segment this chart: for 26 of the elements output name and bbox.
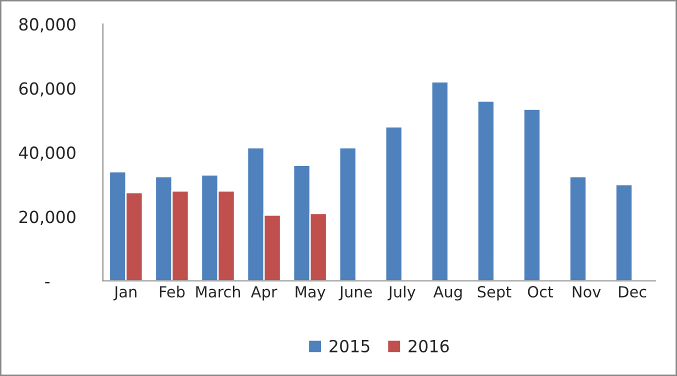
y-tick-label: 60,000 bbox=[19, 82, 76, 97]
x-tick-label: Feb bbox=[160, 286, 185, 298]
x-tick-label: Nov bbox=[572, 286, 601, 298]
x-tick-label: July bbox=[388, 286, 416, 301]
legend-label: 2016 bbox=[408, 340, 449, 352]
bar bbox=[615, 184, 634, 281]
x-tick-label: Dec bbox=[619, 286, 646, 298]
y-tick-label: - bbox=[45, 282, 50, 284]
legend-label: 2015 bbox=[330, 340, 370, 352]
y-tick-label: 40,000 bbox=[19, 146, 76, 161]
bar bbox=[476, 100, 495, 281]
bar bbox=[569, 176, 587, 281]
x-tick-label: March bbox=[196, 286, 240, 298]
x-tick-label: Aug bbox=[433, 286, 462, 301]
x-tick-label: June bbox=[338, 286, 372, 300]
x-tick-label: Oct bbox=[528, 286, 554, 298]
bar bbox=[338, 146, 357, 281]
x-tick-label: Jan bbox=[113, 286, 136, 300]
x-tick-label: Apr bbox=[250, 286, 278, 301]
x-tick-label: Sept bbox=[478, 286, 512, 301]
y-tick-label: 80,000 bbox=[19, 18, 76, 32]
bar bbox=[384, 126, 403, 281]
y-tick-label: 20,000 bbox=[19, 210, 76, 225]
bar bbox=[522, 108, 541, 281]
bar bbox=[430, 81, 449, 281]
x-tick-label: May bbox=[296, 286, 326, 301]
